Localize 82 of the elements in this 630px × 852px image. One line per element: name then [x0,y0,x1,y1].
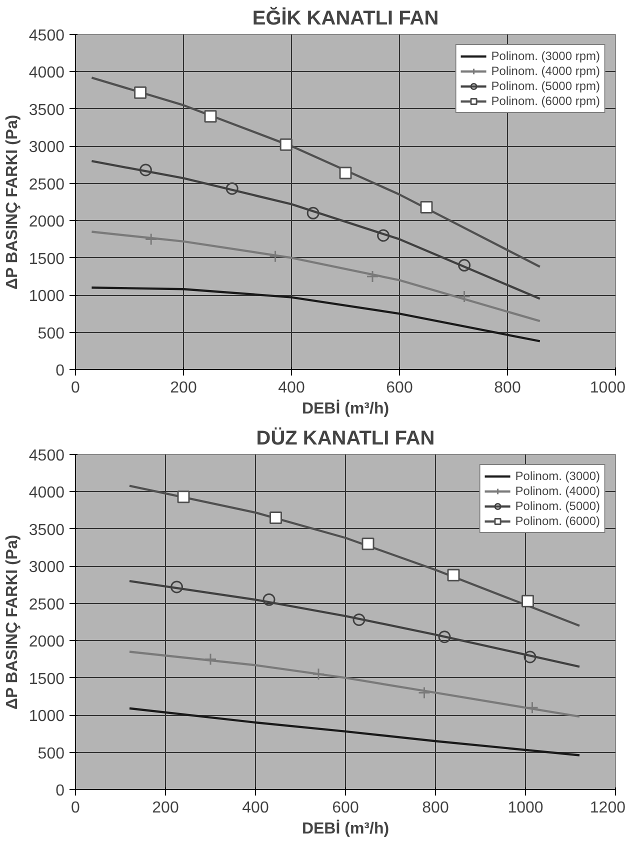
point [262,593,276,606]
point [438,630,451,644]
x-axis-title: DEBİ (m³/h) [302,820,390,838]
line-series [128,580,581,668]
x-tick-label: 0 [71,800,80,816]
y-tick-label: 2000 [28,214,65,231]
point [226,182,238,195]
y-tick-label: 3000 [28,139,65,156]
point [352,614,366,626]
point [306,206,320,220]
y-tick-label: 2000 [28,634,65,651]
y-tick-label: 1500 [28,670,65,688]
y-tick-label: 4000 [28,64,65,82]
x-tick-label: 1200 [590,800,626,816]
point [339,166,352,180]
line-series [90,230,541,322]
y-tick-label: 4500 [28,28,65,44]
legend-label: Polinom. (4000) [515,484,600,498]
y-tick-label: 0 [56,782,65,800]
point [458,259,471,272]
point [170,580,183,594]
y-axis-title: ΔP BASINÇ FARKI (Pa) [4,114,21,290]
legend-label: Polinom. (5000) [515,499,600,513]
point [526,701,538,714]
legend-label: Polinom. (6000 rpm) [491,94,600,108]
point [139,164,152,176]
line-series [128,650,581,718]
line-series [90,286,541,342]
x-tick-label: 400 [242,800,269,816]
y-tick-label: 1500 [28,250,65,268]
x-tick-label: 200 [170,380,197,396]
x-tick-label: 1000 [590,380,626,396]
point [269,250,282,263]
point [204,110,217,123]
legend-label: Polinom. (5000 rpm) [491,79,600,93]
y-tick-label: 3500 [28,102,65,119]
point [420,200,433,214]
point [144,232,158,246]
y-tick-label: 4500 [28,448,65,464]
legend-label: Polinom. (6000) [515,514,600,528]
chart-title: DÜZ KANATLI FAN [256,426,435,450]
y-tick-label: 500 [38,325,65,342]
point [312,668,325,680]
point [458,290,471,303]
point [418,686,430,699]
point [204,652,217,666]
x-tick-label: 600 [332,800,359,816]
y-tick-label: 3000 [28,559,65,576]
legend-label: Polinom. (4000 rpm) [491,64,600,78]
x-tick-label: 600 [386,380,413,396]
point [522,594,534,608]
x-axis-title: DEBİ (m³/h) [302,400,390,418]
point [177,490,190,504]
y-tick-label: 4000 [28,484,65,502]
x-tick-label: 0 [71,380,80,396]
point [270,512,282,524]
x-tick-label: 1000 [508,800,544,816]
y-tick-label: 2500 [28,176,65,194]
x-tick-label: 800 [494,380,521,396]
point [134,86,147,99]
x-tick-label: 200 [152,800,179,816]
y-tick-label: 2500 [28,596,65,614]
line-series [90,76,541,268]
legend-label: Polinom. (3000 rpm) [491,49,600,63]
y-tick-label: 1000 [28,708,65,726]
y-tick-label: 0 [56,362,65,380]
legend-label: Polinom. (3000) [515,469,600,483]
point [366,270,379,283]
point [377,229,390,242]
y-tick-label: 1000 [28,288,65,306]
line-series [128,707,581,756]
point [524,650,536,664]
x-tick-label: 800 [422,800,449,816]
y-tick-label: 500 [38,745,65,762]
point [280,138,292,151]
chart-title: EĞİK KANATLI FAN [252,6,439,30]
x-tick-label: 400 [278,380,305,396]
point [447,568,460,582]
line-series [90,160,541,300]
y-tick-label: 3500 [28,522,65,539]
y-axis-title: ΔP BASINÇ FARKI (Pa) [4,534,21,710]
point [362,538,374,550]
